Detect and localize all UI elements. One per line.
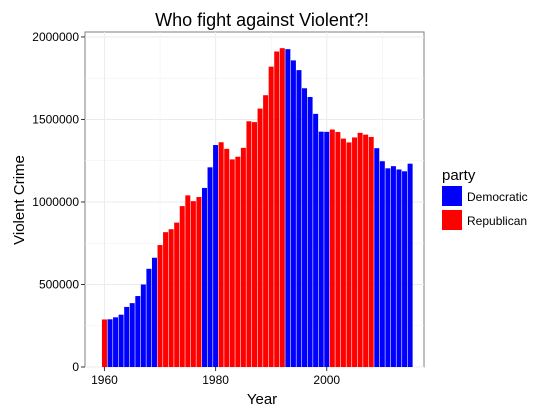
y-axis-title: Violent Crime <box>11 155 28 245</box>
bar-2011 <box>385 168 391 367</box>
bar-1968 <box>146 268 152 367</box>
bar-1982 <box>224 148 230 367</box>
bar-2009 <box>374 148 380 367</box>
bar-1993 <box>285 49 291 367</box>
bar-1964 <box>124 306 130 367</box>
bar-1971 <box>163 232 169 367</box>
bar-1981 <box>218 142 224 367</box>
bar-1970 <box>157 245 163 367</box>
bar-2004 <box>346 142 352 367</box>
bar-1989 <box>263 95 269 367</box>
bar-2005 <box>352 137 358 367</box>
y-tick-label: 2000000 <box>32 30 79 44</box>
bar-1990 <box>268 66 274 367</box>
bar-2001 <box>329 129 335 367</box>
bar-2012 <box>390 166 396 367</box>
bar-1998 <box>313 113 319 367</box>
x-axis-ticks: 1960 1980 2000 <box>91 367 340 387</box>
bar-1960 <box>101 319 107 367</box>
bar-1974 <box>179 206 185 367</box>
bar-2008 <box>368 136 374 367</box>
x-axis-title: Year <box>247 391 277 408</box>
bar-1999 <box>318 131 324 367</box>
bar-1977 <box>196 197 202 367</box>
bar-1997 <box>307 97 313 367</box>
bar-2002 <box>335 132 341 367</box>
bar-1985 <box>240 147 246 367</box>
bar-1996 <box>302 88 308 367</box>
legend-swatch-democratic <box>442 186 462 206</box>
bar-1992 <box>279 48 285 367</box>
bar-1988 <box>257 108 263 368</box>
bar-1986 <box>246 121 252 368</box>
bars <box>101 48 413 368</box>
y-tick-label: 1500000 <box>32 112 79 126</box>
bar-1966 <box>135 296 141 367</box>
chart-title: Who fight against Violent?! <box>155 10 369 30</box>
bar-1973 <box>174 222 180 367</box>
bar-1978 <box>201 187 207 367</box>
bar-2015 <box>407 163 413 367</box>
bar-1987 <box>251 122 258 367</box>
legend-label-democratic: Democratic <box>467 190 528 204</box>
bar-1994 <box>290 60 296 367</box>
bar-2006 <box>357 132 363 367</box>
bar-2000 <box>324 131 330 367</box>
legend-swatch-republican <box>442 210 462 230</box>
bar-1995 <box>296 70 302 367</box>
bar-1984 <box>235 156 241 367</box>
bar-2003 <box>340 138 346 367</box>
y-axis-ticks: 0 500000 1000000 1500000 2000000 <box>32 30 85 374</box>
bar-1972 <box>168 229 174 367</box>
bar-1969 <box>151 257 157 367</box>
bar-1979 <box>207 167 213 367</box>
x-tick-label: 1960 <box>91 373 118 387</box>
bar-2014 <box>402 171 408 367</box>
bar-1965 <box>129 303 135 367</box>
x-tick-label: 1980 <box>202 373 229 387</box>
y-tick-label: 0 <box>72 360 79 374</box>
bar-2010 <box>379 161 385 367</box>
bar-1976 <box>190 201 196 367</box>
bar-1991 <box>274 51 280 368</box>
legend-title: party <box>442 167 476 184</box>
bar-2013 <box>396 169 402 367</box>
bar-1962 <box>113 317 119 367</box>
legend-label-republican: Republican <box>467 214 527 228</box>
bar-1975 <box>185 195 191 367</box>
bar-1961 <box>107 319 113 367</box>
y-tick-label: 500000 <box>39 277 79 291</box>
bar-1983 <box>229 159 235 367</box>
x-tick-label: 2000 <box>313 373 340 387</box>
y-tick-label: 1000000 <box>32 195 79 209</box>
bar-1967 <box>140 284 146 367</box>
legend: party Democratic Republican <box>442 167 528 230</box>
bar-2007 <box>363 134 369 367</box>
bar-1980 <box>213 145 219 367</box>
bar-1963 <box>118 314 124 367</box>
